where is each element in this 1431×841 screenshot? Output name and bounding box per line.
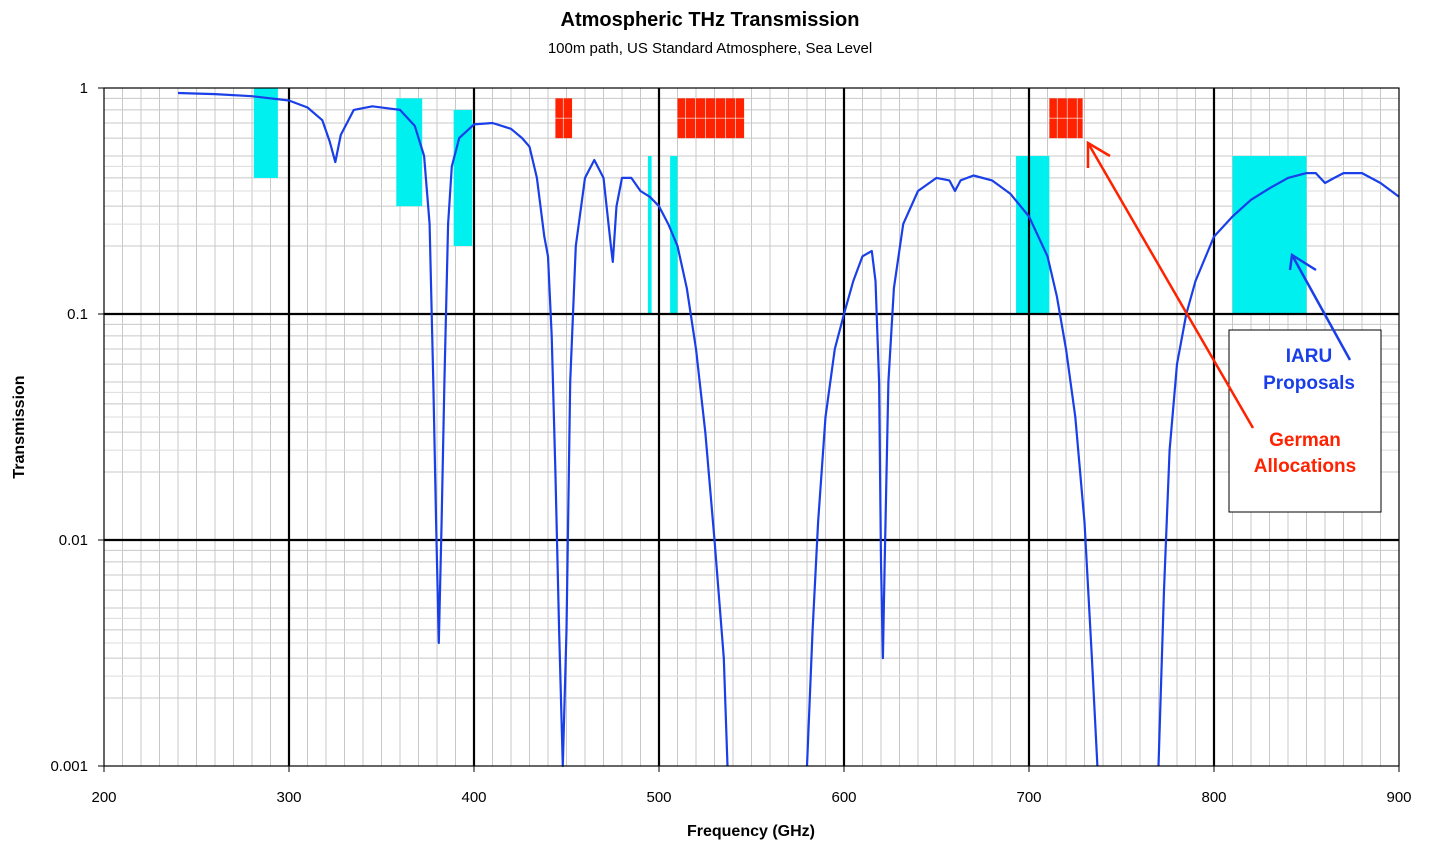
iaru-band <box>253 88 278 178</box>
chart-subtitle: 100m path, US Standard Atmosphere, Sea L… <box>548 40 872 57</box>
transmission-curve-segment <box>1157 172 1400 767</box>
iaru-arrow <box>1288 252 1352 361</box>
y-tick-label: 0.01 <box>59 532 88 549</box>
x-axis-ticks: 200 300 400 500 600 700 800 900 <box>91 766 1412 806</box>
german-label-line2: Allocations <box>1254 456 1356 477</box>
legend-box <box>1228 329 1382 513</box>
y-axis-ticks: 1 0.1 0.01 0.001 <box>50 80 104 775</box>
bands-layer <box>253 88 1307 314</box>
transmission-curve-segment <box>177 91 729 768</box>
iaru-band <box>453 109 473 246</box>
x-tick-label: 800 <box>1201 789 1226 806</box>
x-axis-label: Frequency (GHz) <box>687 823 815 840</box>
x-tick-label: 200 <box>91 789 116 806</box>
y-tick-label: 0.001 <box>50 758 88 775</box>
x-tick-label: 400 <box>461 789 486 806</box>
plot-frame <box>103 87 1400 767</box>
y-axis-label: Transmission <box>11 375 28 478</box>
x-tick-label: 500 <box>646 789 671 806</box>
german-arrow <box>1086 140 1255 429</box>
major-grid <box>104 88 1399 766</box>
iaru-label-line1: IARU <box>1286 346 1332 367</box>
iaru-band <box>1016 156 1050 314</box>
curve-layer <box>177 91 1400 768</box>
iaru-label-line2: Proposals <box>1263 373 1355 394</box>
iaru-band <box>647 156 652 314</box>
x-tick-label: 700 <box>1016 789 1041 806</box>
transmission-curve-segment <box>805 174 1099 767</box>
y-tick-label: 0.1 <box>67 306 88 323</box>
german-label-line1: German <box>1269 430 1341 451</box>
chart-title: Atmospheric THz Transmission <box>561 9 860 31</box>
x-tick-label: 900 <box>1386 789 1411 806</box>
x-tick-label: 600 <box>831 789 856 806</box>
x-tick-label: 300 <box>276 789 301 806</box>
iaru-band <box>396 98 423 207</box>
y-tick-label: 1 <box>80 80 88 97</box>
iaru-band <box>1232 156 1307 314</box>
